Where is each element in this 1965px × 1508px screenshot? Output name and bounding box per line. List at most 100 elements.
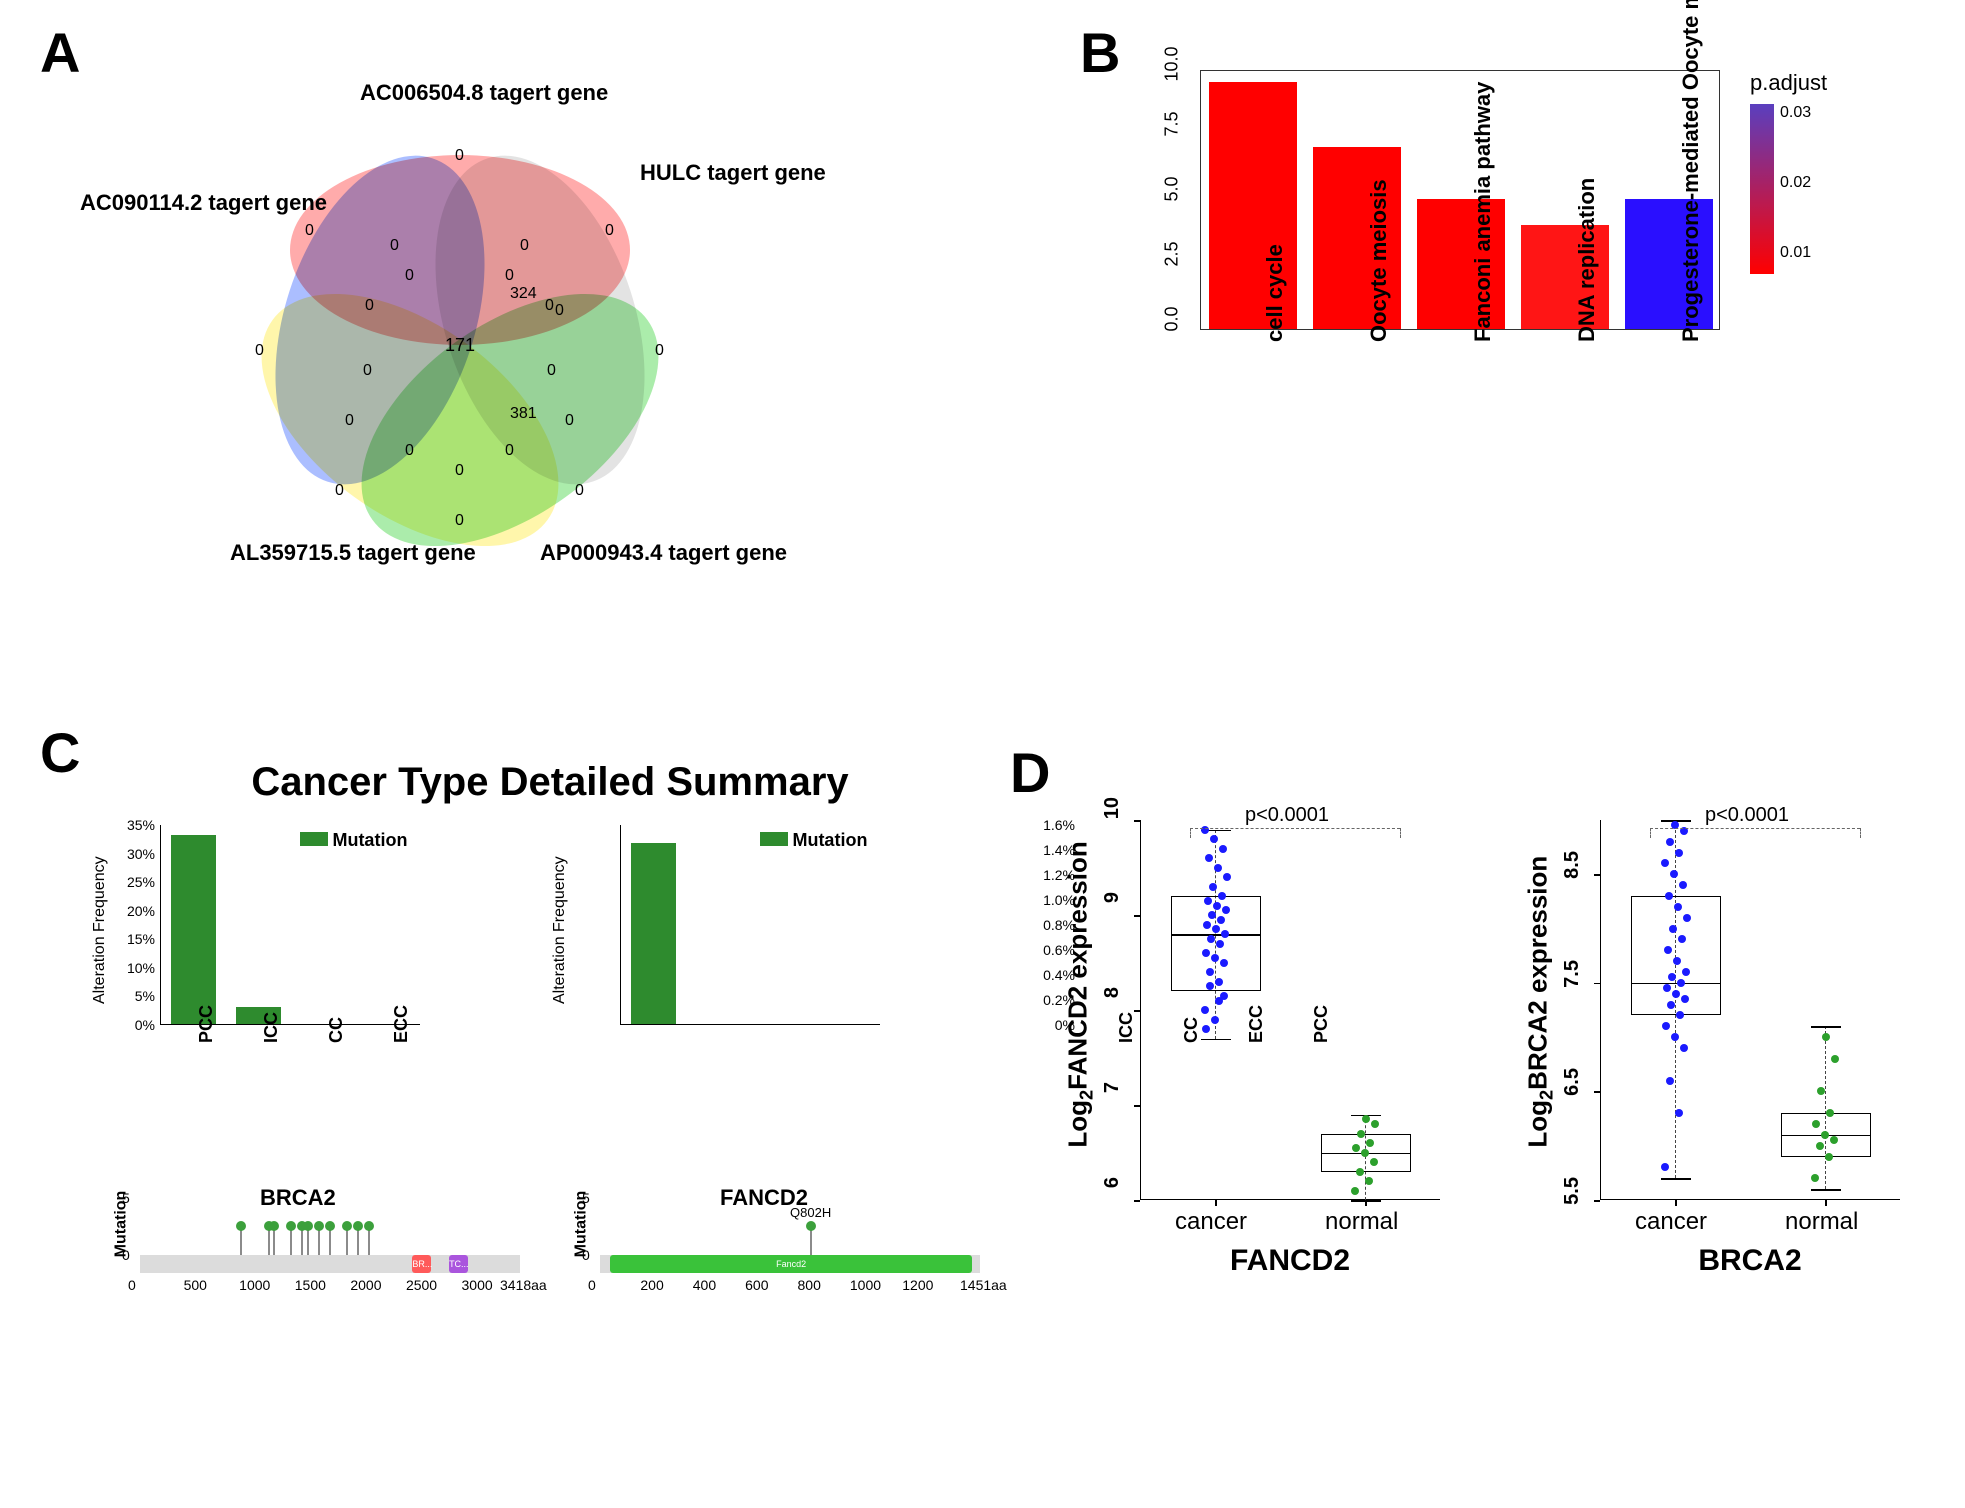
domain-segment: BR... — [412, 1255, 431, 1273]
venn-set-label: AP000943.4 tagert gene — [540, 540, 787, 566]
y-tick: 8.5 — [1561, 851, 1584, 896]
data-point — [1680, 1044, 1688, 1052]
venn-set-label: AC090114.2 tagert gene — [80, 190, 327, 216]
y-tick: 35% — [110, 817, 155, 833]
data-point — [1682, 968, 1690, 976]
venn-zero: 0 — [547, 362, 556, 380]
y-tick: 6.5 — [1561, 1068, 1584, 1113]
aa-tick: 0 — [128, 1277, 136, 1293]
mutation-bar — [171, 835, 217, 1024]
data-point — [1218, 892, 1226, 900]
p-bracket — [1190, 828, 1400, 829]
c-left-ylabel: Alteration Frequency — [91, 864, 109, 1004]
mutation-lollipop — [307, 1227, 309, 1255]
whisker — [1825, 1026, 1827, 1189]
whisker-cap — [1201, 1039, 1231, 1041]
aa-tick: 200 — [640, 1277, 663, 1293]
bar-label: Oocyte meiosis — [1366, 179, 1392, 342]
legend-tick: 0.02 — [1780, 174, 1811, 192]
data-point — [1204, 897, 1212, 905]
data-point — [1672, 990, 1680, 998]
y-tick: 7.5 — [1162, 112, 1183, 156]
data-point — [1213, 902, 1221, 910]
data-point — [1219, 845, 1227, 853]
venn-zero: 0 — [605, 222, 614, 240]
panel-b-label: B — [1080, 20, 1120, 85]
mutation-lollipop — [240, 1227, 242, 1255]
aa-tick: 1000 — [239, 1277, 270, 1293]
data-point — [1822, 1033, 1830, 1041]
data-point — [1215, 978, 1223, 986]
mutation-lollipop — [810, 1227, 812, 1255]
data-point — [1365, 1177, 1373, 1185]
data-point — [1662, 1022, 1670, 1030]
mutation-lollipop — [301, 1227, 303, 1255]
venn-set-label: HULC tagert gene — [640, 160, 826, 186]
boxplot-BRCA2: Log2BRCA2 expression5.56.57.58.5p<0.0001… — [1530, 800, 1930, 1320]
mutation-lollipop — [329, 1227, 331, 1255]
data-point — [1362, 1115, 1370, 1123]
data-point — [1817, 1087, 1825, 1095]
boxplot-title: BRCA2 — [1600, 1244, 1900, 1278]
y-axis-label: Log2FANCD2 expression — [1062, 848, 1097, 1148]
venn-zero: 0 — [545, 297, 554, 315]
venn-zero: 0 — [345, 412, 354, 430]
venn-zero: 0 — [455, 147, 464, 165]
data-point — [1207, 935, 1215, 943]
panel-c-title: Cancer Type Detailed Summary — [100, 760, 1000, 805]
group-label: normal — [1785, 1208, 1858, 1236]
boxplot-FANCD2: Log2FANCD2 expression678910p<0.0001cance… — [1070, 800, 1470, 1320]
y-tick: 0% — [110, 1017, 155, 1033]
c-right-legend: Mutation — [760, 830, 867, 851]
venn-zero: 0 — [390, 237, 399, 255]
mutation-bar — [631, 843, 677, 1024]
median — [1171, 934, 1261, 936]
y-tick: 15% — [110, 931, 155, 947]
data-point — [1675, 849, 1683, 857]
whisker-cap — [1811, 1026, 1841, 1028]
mutation-lollipop — [346, 1227, 348, 1255]
mutation-swatch — [300, 832, 328, 846]
data-point — [1205, 854, 1213, 862]
mutation-dot — [325, 1221, 335, 1231]
y-tick: 10.0 — [1162, 47, 1183, 91]
mutation-dot — [236, 1221, 246, 1231]
domain-segment: TC... — [449, 1255, 468, 1273]
mutation-zero: 0 — [122, 1247, 130, 1263]
whisker-cap — [1661, 1178, 1691, 1180]
venn-zero: 0 — [363, 362, 372, 380]
group-label: cancer — [1635, 1208, 1707, 1236]
data-point — [1661, 859, 1669, 867]
aa-tick: 3000 — [462, 1277, 493, 1293]
venn-zero: 0 — [255, 342, 264, 360]
panel-b-barchart: cell cycleOocyte meiosisFanconi anemia p… — [1150, 60, 1930, 640]
mutation-dot — [269, 1221, 279, 1231]
y-tick: 10% — [110, 960, 155, 976]
mutation-dot — [314, 1221, 324, 1231]
c-left-plot — [160, 825, 420, 1025]
data-point — [1679, 881, 1687, 889]
aa-tick: 1000 — [850, 1277, 881, 1293]
data-point — [1674, 903, 1682, 911]
aa-tick: 800 — [798, 1277, 821, 1293]
aa-tick: 0 — [588, 1277, 596, 1293]
y-tick: 20% — [110, 903, 155, 919]
aa-length: 1451aa — [960, 1277, 1007, 1293]
fancd2-domain-track: Mutation50FANCD2Fancd2Q802H0200400600800… — [560, 1185, 980, 1315]
mutation-point-label: Q802H — [790, 1205, 831, 1220]
data-point — [1676, 1011, 1684, 1019]
data-point — [1357, 1130, 1365, 1138]
p-bracket — [1650, 828, 1860, 829]
aa-tick: 500 — [184, 1277, 207, 1293]
data-point — [1671, 1033, 1679, 1041]
data-point — [1220, 992, 1228, 1000]
venn-center-value: 171 — [445, 335, 475, 356]
data-point — [1216, 940, 1224, 948]
cancer-type-label: ECC — [391, 1005, 412, 1043]
bar-label: DNA replication — [1574, 178, 1600, 342]
venn-partial-value: 381 — [510, 405, 537, 423]
mutation-max: 5 — [582, 1190, 590, 1206]
data-point — [1821, 1131, 1829, 1139]
venn-zero: 0 — [335, 482, 344, 500]
legend-tick: 0.03 — [1780, 104, 1811, 122]
